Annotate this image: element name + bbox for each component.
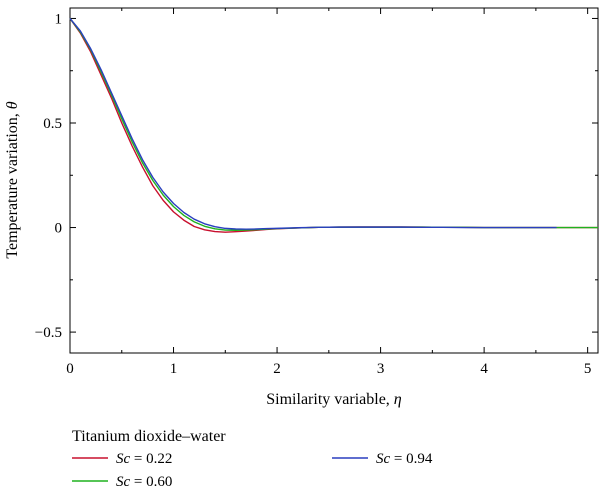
x-tick-label: 5 [584,361,592,377]
legend-label-1: Sc = 0.22 [116,451,172,467]
y-tick-label: 0 [55,221,63,237]
x-tick-label: 3 [377,361,385,377]
x-tick-label: 0 [66,361,74,377]
y-ticks: 1 0.5 0 −0.5 [35,11,598,341]
legend-label-2: Sc = 0.60 [116,474,172,490]
x-tick-label: 1 [170,361,178,377]
y-tick-label: 1 [55,11,63,27]
series-line-1 [69,18,598,233]
legend-title: Titanium dioxide–water [72,428,226,445]
legend-label-3: Sc = 0.94 [376,451,433,467]
x-ticks: 0 1 2 3 4 5 [66,8,591,377]
plot-frame [69,7,599,354]
series-line-2 [69,18,598,231]
x-axis-title: Similarity variable, η [266,391,402,408]
x-tick-label: 2 [273,361,281,377]
x-tick-label: 4 [480,361,488,377]
y-axis-title: Temperature variation, θ [4,101,21,258]
y-tick-label: −0.5 [35,325,62,341]
series-line-3 [69,18,557,230]
legend: Sc = 0.22 Sc = 0.60 Sc = 0.94 [72,451,433,490]
y-tick-label: 0.5 [43,116,62,132]
series-layer [69,18,598,233]
